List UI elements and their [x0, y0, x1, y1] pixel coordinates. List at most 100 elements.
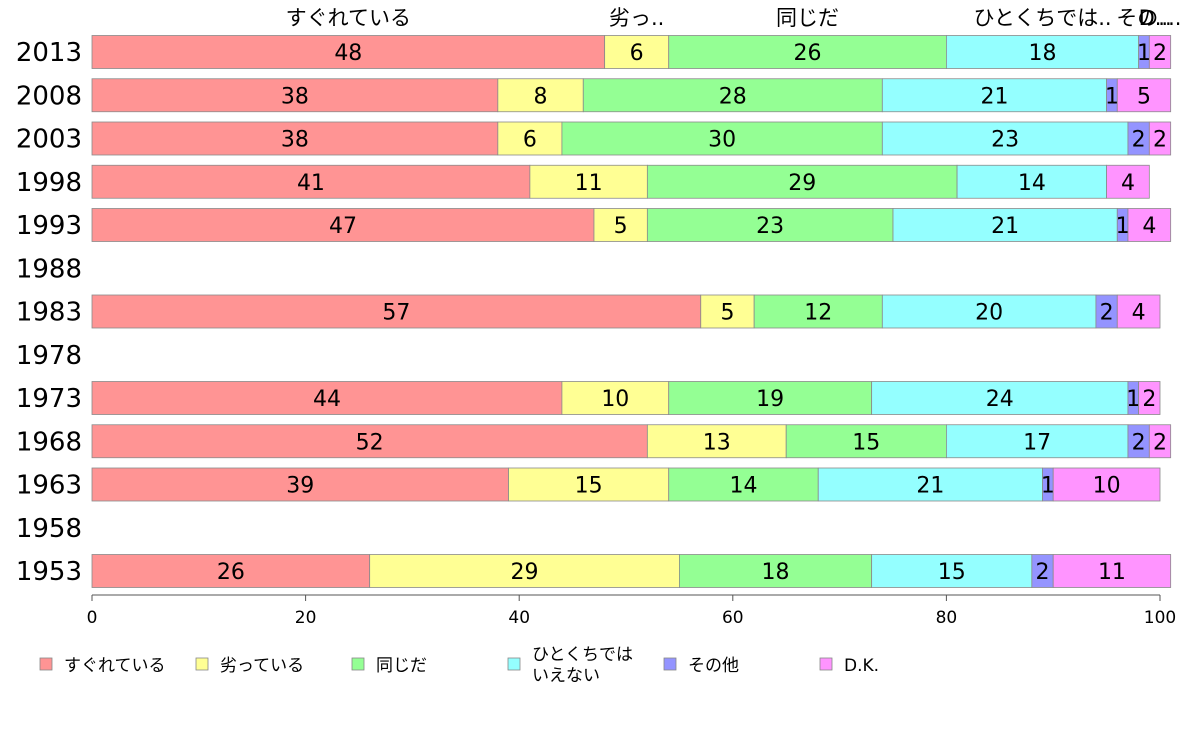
data-label: 11	[1098, 560, 1126, 585]
data-label: 15	[575, 474, 603, 499]
data-label: 2	[1153, 41, 1167, 66]
y-tick-label: 1998	[16, 168, 82, 198]
bars: 48 6 26 18 1 238 8 28 21 1 538 6 30 23 2 241 11 29 14 447 5 2…	[91, 35, 1172, 588]
bar-segment	[679, 554, 873, 588]
data-label: 38	[281, 84, 309, 109]
data-label: 30	[708, 128, 736, 153]
bar-segment	[1052, 554, 1172, 588]
top-series-label: すぐれている	[286, 6, 411, 30]
bar-segment	[91, 208, 595, 242]
x-tick-label: 0	[87, 608, 98, 628]
bar-segment	[91, 121, 499, 156]
legend-label: 同じだ	[376, 656, 427, 676]
bar-segment	[369, 554, 680, 588]
legend-swatch	[195, 657, 209, 671]
legend-label: D.K.	[844, 656, 879, 676]
data-label: 23	[991, 128, 1019, 153]
bar-segment	[561, 121, 883, 156]
legend-swatch	[663, 657, 677, 671]
bar-segment	[946, 424, 1129, 459]
legend-label: すぐれている	[64, 656, 166, 676]
bar-segment	[1052, 467, 1161, 502]
data-label: 23	[756, 214, 784, 239]
bar-segment	[561, 381, 670, 415]
x-tick-label: 80	[936, 608, 958, 628]
data-label: 4	[1132, 301, 1146, 326]
bar-segment	[1138, 381, 1161, 415]
data-label: 2	[1132, 430, 1146, 455]
data-label: 4	[1142, 214, 1156, 239]
bar-segment	[668, 381, 873, 415]
bar-segment	[1116, 294, 1161, 329]
bar-segment	[646, 164, 958, 199]
legend-swatch	[819, 657, 833, 671]
bar-segment	[668, 467, 819, 502]
bar-segment	[881, 294, 1097, 329]
data-label: 29	[788, 171, 816, 196]
data-label: 4	[1121, 171, 1135, 196]
bar-segment	[946, 35, 1140, 69]
data-label: 24	[986, 387, 1014, 412]
data-label: 41	[297, 171, 325, 196]
bar-segment	[1106, 164, 1150, 199]
data-label: 21	[980, 84, 1008, 109]
data-label: 26	[794, 41, 822, 66]
data-label: 14	[1018, 171, 1046, 196]
data-label: 18	[762, 560, 790, 585]
top-series-label: 同じだ	[776, 6, 839, 30]
bar-segment	[1148, 35, 1172, 69]
y-tick-label: 1953	[16, 557, 82, 587]
x-axis: 0 20 40 60 80 100	[87, 594, 1176, 628]
bar-segment	[668, 35, 947, 69]
bar-segment	[1116, 78, 1172, 113]
y-tick-label: 1993	[16, 211, 82, 241]
data-label: 5	[1137, 84, 1151, 109]
bar-segment	[1127, 208, 1172, 242]
top-series-label: その..	[1116, 6, 1171, 30]
bar-segment	[91, 164, 531, 199]
bar-segment	[871, 381, 1129, 415]
legend-label: その他	[688, 656, 739, 676]
bar-segment	[956, 164, 1108, 199]
bar-segment	[881, 78, 1108, 113]
y-tick-label: 2003	[16, 125, 82, 155]
data-label: 10	[1093, 474, 1121, 499]
data-label: 6	[630, 41, 644, 66]
y-tick-label: 1958	[16, 514, 82, 544]
bar-segment	[529, 164, 648, 199]
data-label: 47	[329, 214, 357, 239]
data-label: 2	[1100, 301, 1114, 326]
bar-segment	[508, 467, 670, 502]
data-label: 28	[719, 84, 747, 109]
top-series-label: ひとくちでは..	[973, 6, 1111, 30]
data-label: 44	[313, 387, 341, 412]
data-label: 2	[1153, 430, 1167, 455]
data-label: 29	[511, 560, 539, 585]
data-label: 39	[286, 474, 314, 499]
legend-swatch	[39, 657, 53, 671]
data-label: 15	[938, 560, 966, 585]
data-label: 1	[1041, 474, 1055, 499]
y-axis: 2013 2008 2003 1998 1993 1988 1983 1978 1973 1968…	[16, 38, 82, 587]
data-label: 10	[601, 387, 629, 412]
y-tick-label: 1963	[16, 471, 82, 501]
bar-segment	[91, 78, 499, 113]
legend-label: 劣っている	[220, 656, 304, 676]
top-series-labels: すぐれている 劣っ.. 同じだ ひとくちでは.. その..D....	[286, 6, 1182, 30]
y-tick-label: 1973	[16, 384, 82, 414]
bar-segment	[700, 294, 755, 329]
data-label: 2	[1142, 387, 1156, 412]
data-label: 14	[729, 474, 757, 499]
y-tick-label: 2008	[16, 81, 82, 111]
bar-segment	[604, 35, 670, 69]
bar-segment	[871, 554, 1033, 588]
data-label: 2	[1036, 560, 1050, 585]
data-label: 52	[356, 430, 384, 455]
bar-segment	[91, 424, 648, 459]
bar-segment	[753, 294, 883, 329]
data-label: 5	[720, 301, 734, 326]
data-label: 11	[575, 171, 603, 196]
data-label: 48	[334, 41, 362, 66]
bar-segment	[646, 424, 787, 459]
